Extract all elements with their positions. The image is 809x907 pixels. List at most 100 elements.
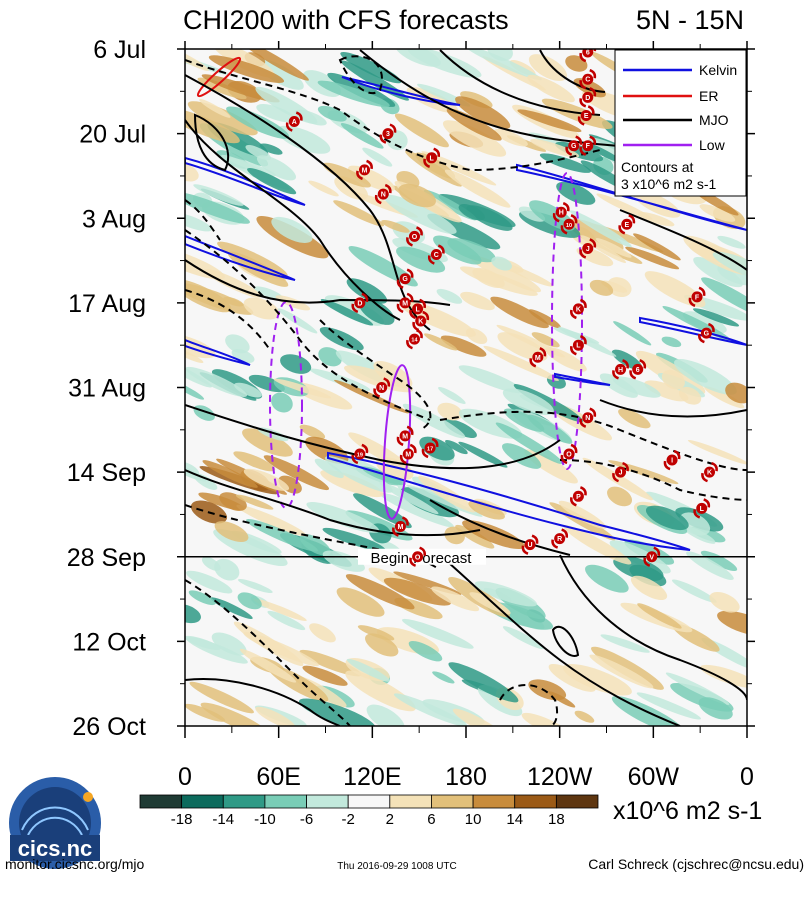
shading-patch <box>276 125 331 154</box>
storm-marker: J <box>612 461 629 483</box>
storm-tail-icon <box>396 279 404 289</box>
shading-patch <box>400 487 459 518</box>
storm-tail-icon <box>579 98 587 108</box>
storm-label: M <box>405 451 411 458</box>
storm-tail-icon <box>673 449 681 460</box>
x-tick-label: 120W <box>527 763 593 791</box>
storm-label: 14 <box>411 338 418 344</box>
storm-label: K <box>418 319 423 326</box>
low-contour <box>382 364 412 520</box>
shading-patch <box>302 665 348 686</box>
shading-patch <box>188 590 216 606</box>
shading-patch <box>408 640 443 662</box>
shading-patch <box>487 49 513 61</box>
shading-patch <box>465 328 488 345</box>
kelvin-contour <box>554 372 611 386</box>
storm-tail-icon <box>392 527 399 537</box>
shading-patch <box>582 457 653 501</box>
shading-patch <box>237 592 262 610</box>
shading-patch <box>202 460 258 488</box>
shading-patch <box>405 150 462 187</box>
storm-marker: O <box>560 443 578 465</box>
storm-label: 19 <box>357 452 363 458</box>
storm-tail-icon <box>406 292 414 303</box>
shading-patch <box>636 692 701 720</box>
storm-marker: M <box>529 347 547 368</box>
shading-patch <box>645 505 689 531</box>
storm-tail-icon <box>409 443 417 454</box>
storm-tail-icon <box>629 370 637 380</box>
storm-marker: G <box>698 322 715 344</box>
storm-core-icon <box>399 430 411 442</box>
shading-patch <box>661 336 682 348</box>
storm-core-icon <box>402 448 414 460</box>
storm-tail-icon <box>618 225 626 235</box>
storm-tail-icon <box>589 407 597 417</box>
storm-marker: N <box>579 407 597 428</box>
storm-label: N <box>379 385 384 392</box>
shading-patch <box>256 155 297 181</box>
shading-patch <box>396 246 446 273</box>
shading-patch <box>674 359 737 395</box>
shading-patch <box>491 256 512 271</box>
storm-tail-icon <box>589 87 597 97</box>
storm-marker: E <box>577 105 595 126</box>
storm-tail-icon <box>423 158 431 168</box>
shading-patch <box>665 672 730 705</box>
shading-patch <box>569 210 632 248</box>
y-axis: 6 Jul 20 Jul 3 Aug 17 Aug 31 Aug 14 Sep 28 Sep… <box>67 36 755 741</box>
shading-patch <box>186 570 233 594</box>
shading-patch <box>185 635 221 651</box>
storm-tail-icon <box>409 557 417 567</box>
storm-label: O <box>412 234 418 241</box>
colorbar-swatch <box>181 794 224 809</box>
storm-core-icon <box>646 551 658 563</box>
shading-patch <box>446 108 502 141</box>
storm-marker: E <box>618 214 636 235</box>
shading-patch <box>502 388 554 416</box>
storm-label: F <box>586 143 591 150</box>
storm-tail-icon <box>351 303 359 314</box>
storm-label: K <box>576 306 581 313</box>
shading-patch <box>437 402 463 421</box>
storm-marker: L <box>423 147 441 168</box>
x-tick-label: 0 <box>178 763 192 791</box>
storm-marker: C <box>427 244 445 265</box>
colorbar-units: x10^6 m2 s-1 <box>613 797 762 825</box>
kelvin-contour <box>185 234 296 281</box>
storm-tail-icon <box>579 335 587 345</box>
shading-patch <box>700 664 747 689</box>
shading-patch <box>299 533 331 556</box>
shading-patch <box>529 200 576 231</box>
kelvin-contour <box>327 451 691 551</box>
storm-tail-icon <box>579 418 587 428</box>
shading-patch <box>527 74 575 103</box>
shading-patch <box>211 632 247 656</box>
storm-core-icon <box>532 351 544 363</box>
storm-label: G <box>402 276 408 283</box>
storm-tail-icon <box>707 322 715 333</box>
shading-patch <box>600 634 650 653</box>
colorbar-swatch <box>514 794 557 809</box>
shading-patch <box>717 235 746 249</box>
y-tick-label: 26 Oct <box>72 713 146 741</box>
storm-label: 3 <box>386 131 390 138</box>
shading-patch <box>630 575 668 601</box>
shading-patch <box>458 204 485 221</box>
storm-label: 17 <box>427 446 433 452</box>
storm-tail-icon <box>579 52 587 63</box>
storm-tail-icon <box>570 497 577 507</box>
kelvin-contour <box>185 338 251 366</box>
storm-marker: H <box>552 202 570 223</box>
logo-text: cics.nc <box>18 836 93 861</box>
storm-tail-icon <box>579 298 587 309</box>
storm-core-icon <box>288 116 300 128</box>
colorbar-label: -14 <box>212 811 234 828</box>
storm-core-icon <box>615 363 627 375</box>
storm-tail-icon <box>587 105 595 115</box>
shading-patch <box>346 278 388 304</box>
mjo-contour <box>193 113 230 172</box>
storm-marker: L <box>693 498 711 519</box>
shading-patch <box>528 54 568 81</box>
storm-core-icon <box>408 230 420 242</box>
